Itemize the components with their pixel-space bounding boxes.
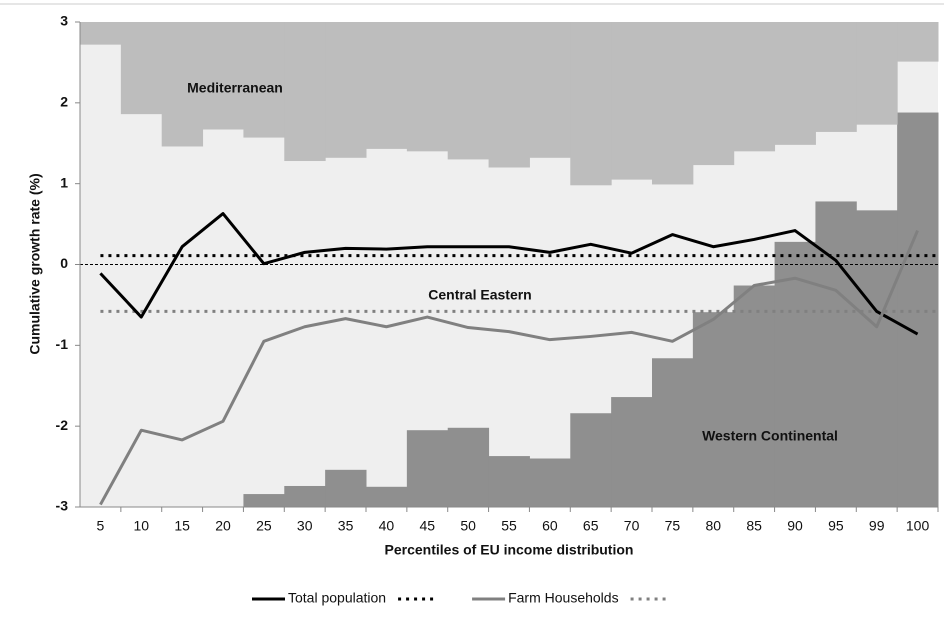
y-axis-label: Cumulative growth rate (%): [27, 173, 43, 354]
area-step: [733, 285, 776, 507]
area-step: [447, 22, 490, 160]
x-tick-label: 90: [787, 518, 803, 534]
area-label: Central Eastern: [428, 287, 531, 303]
area-step: [488, 456, 530, 507]
area-step: [325, 469, 367, 507]
area-step: [406, 22, 449, 152]
x-tick-label: 40: [379, 518, 395, 534]
x-tick-label: 65: [583, 518, 599, 534]
area-step: [692, 22, 735, 166]
y-tick-label: -1: [56, 336, 69, 352]
y-tick-label: 2: [60, 94, 68, 110]
x-tick-label: 75: [665, 518, 681, 534]
area-step: [120, 22, 163, 115]
area-step: [202, 22, 244, 130]
x-tick-label: 70: [624, 518, 640, 534]
area-step: [243, 494, 285, 507]
x-tick-label: 25: [256, 518, 272, 534]
area-label: Western Continental: [702, 428, 838, 444]
x-tick-label: 50: [460, 518, 476, 534]
y-tick-label: 1: [60, 174, 68, 190]
area-step: [529, 458, 571, 507]
x-tick-label: 95: [828, 518, 844, 534]
area-step: [570, 413, 612, 507]
x-tick-label: 100: [906, 518, 930, 534]
area-step: [733, 22, 776, 152]
x-tick-label: 55: [501, 518, 517, 534]
area-step: [366, 486, 408, 507]
y-tick-label: 3: [60, 13, 68, 29]
area-step: [856, 210, 898, 507]
x-tick-label: 99: [869, 518, 885, 534]
x-tick-label: 10: [133, 518, 149, 534]
x-tick-label: 60: [542, 518, 558, 534]
area-step: [774, 241, 816, 507]
area-step: [406, 430, 449, 507]
x-tick-label: 20: [215, 518, 231, 534]
x-tick-label: 15: [174, 518, 190, 534]
area-step: [897, 22, 939, 62]
area-step: [652, 358, 694, 507]
area-step: [529, 22, 571, 158]
area-step: [243, 22, 285, 138]
legend-label: Total population: [288, 590, 386, 606]
x-tick-label: 5: [97, 518, 105, 534]
area-label: Mediterranean: [187, 80, 283, 96]
area-step: [815, 201, 857, 507]
y-tick-label: -2: [56, 417, 69, 433]
y-tick-label: -3: [56, 498, 69, 514]
area-step: [815, 22, 857, 132]
area-step: [488, 22, 530, 168]
area-step: [611, 22, 653, 180]
series-line: [99, 229, 919, 506]
area-step: [652, 22, 694, 185]
area-step: [284, 22, 326, 162]
legend-label: Farm Households: [508, 590, 619, 606]
area-step: [856, 22, 898, 125]
x-tick-label: 85: [746, 518, 762, 534]
x-tick-label: 35: [338, 518, 354, 534]
area-step: [611, 397, 653, 507]
y-tick-label: 0: [60, 255, 68, 271]
area-step: [570, 22, 612, 186]
x-tick-label: 45: [419, 518, 435, 534]
area-step: [692, 312, 735, 507]
area-step: [366, 22, 408, 149]
x-tick-label: 80: [705, 518, 721, 534]
area-step: [447, 427, 490, 507]
area-step: [161, 22, 204, 147]
area-step: [897, 112, 939, 508]
series-line: [99, 212, 919, 336]
x-tick-label: 30: [297, 518, 313, 534]
area-step: [325, 22, 367, 158]
x-axis-label: Percentiles of EU income distribution: [385, 542, 634, 558]
area-step: [80, 22, 122, 45]
area-step: [774, 22, 816, 145]
area-step: [284, 485, 326, 507]
